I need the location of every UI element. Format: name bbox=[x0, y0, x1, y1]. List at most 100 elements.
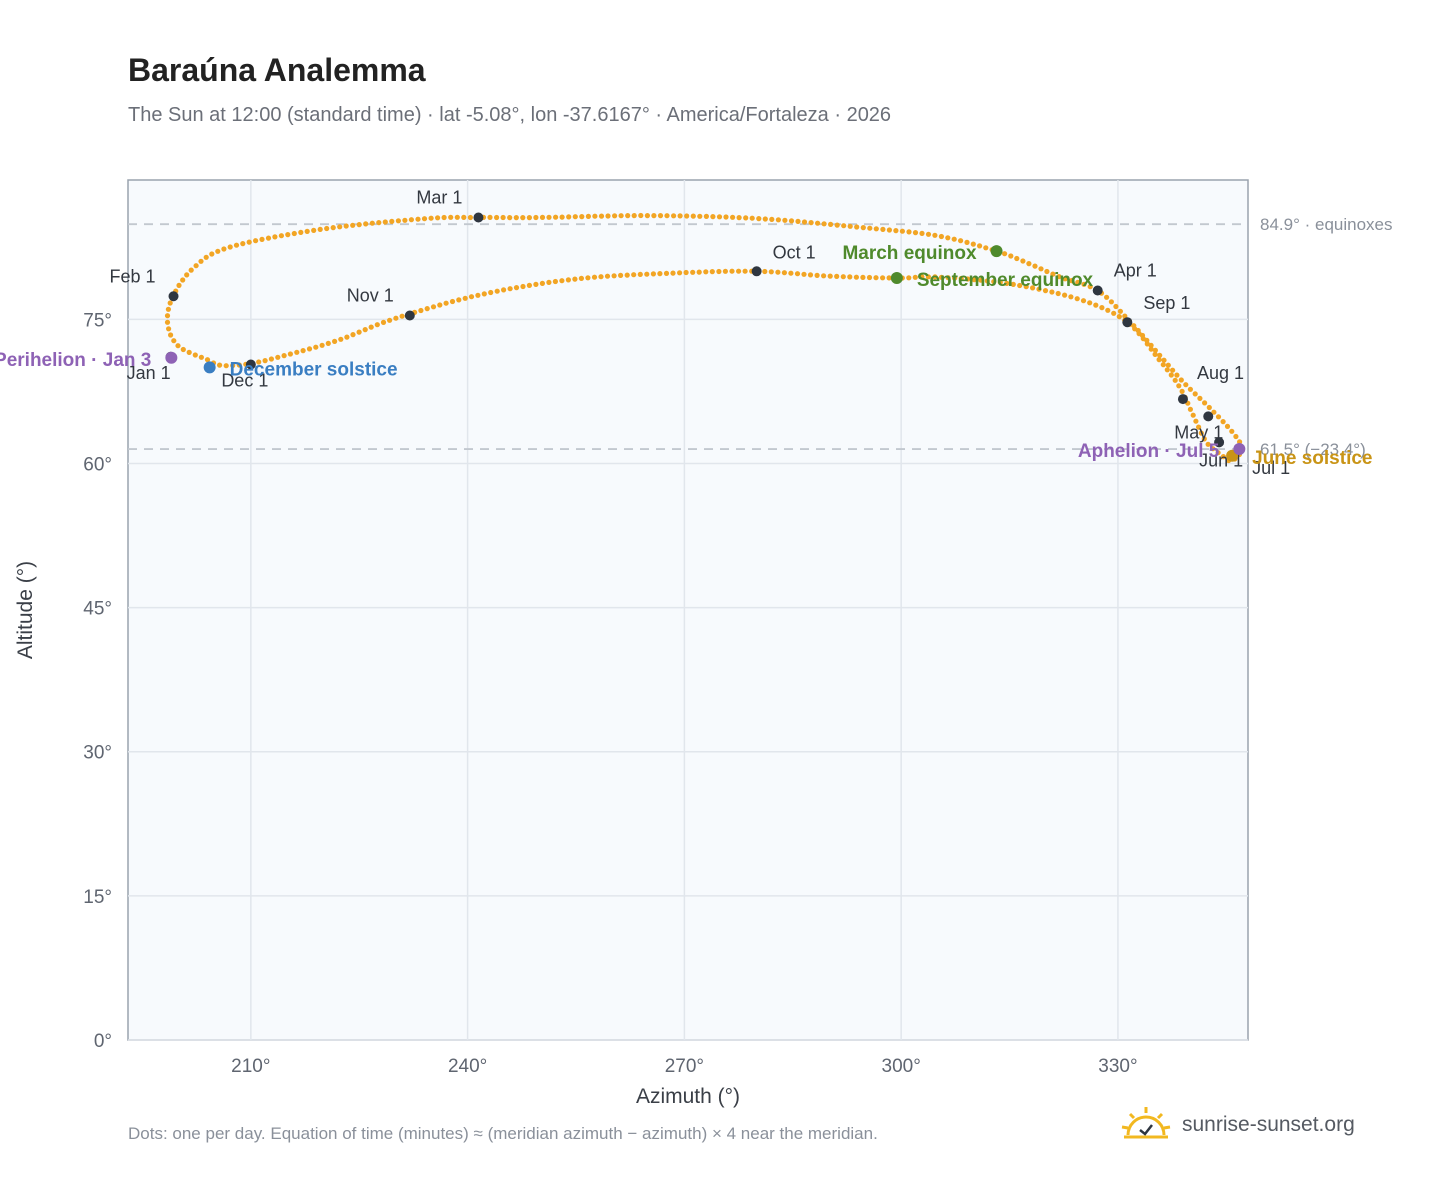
footnote: Dots: one per day. Equation of time (min… bbox=[128, 1124, 878, 1143]
daily-sun-dot bbox=[402, 217, 408, 223]
daily-sun-dot bbox=[1161, 357, 1167, 363]
daily-sun-dot bbox=[215, 248, 221, 254]
daily-sun-dot bbox=[256, 359, 262, 365]
daily-sun-dot bbox=[618, 272, 624, 278]
daily-sun-dot bbox=[501, 287, 507, 293]
daily-sun-dot bbox=[684, 213, 690, 219]
daily-sun-dot bbox=[188, 267, 194, 273]
daily-sun-dot bbox=[1068, 294, 1074, 300]
daily-sun-dot bbox=[265, 235, 272, 241]
event-label: June solstice bbox=[1252, 448, 1372, 469]
daily-sun-dot bbox=[166, 326, 172, 332]
daily-sun-dot bbox=[808, 220, 814, 226]
daily-sun-dot bbox=[246, 239, 252, 245]
daily-sun-dot bbox=[1062, 292, 1068, 298]
daily-sun-dot bbox=[1206, 404, 1212, 411]
brand-link[interactable]: sunrise-sunset.org bbox=[1120, 1100, 1355, 1150]
daily-sun-dot bbox=[203, 254, 209, 260]
daily-sun-dot bbox=[461, 214, 467, 220]
daily-sun-dot bbox=[1080, 298, 1087, 304]
daily-sun-dot bbox=[428, 215, 434, 221]
month-marker-label: Jul 1 bbox=[1252, 458, 1290, 478]
month-marker bbox=[1214, 437, 1225, 448]
daily-sun-dot bbox=[677, 213, 683, 219]
daily-sun-dot bbox=[363, 221, 369, 227]
x-axis-label: Azimuth (°) bbox=[636, 1085, 740, 1108]
daily-sun-dot bbox=[1032, 263, 1038, 269]
daily-sun-dot bbox=[997, 279, 1003, 285]
daily-sun-dot bbox=[441, 214, 447, 221]
daily-sun-dot bbox=[1165, 362, 1171, 368]
daily-sun-dot bbox=[1215, 450, 1221, 456]
daily-sun-dot bbox=[435, 215, 441, 221]
daily-sun-dot bbox=[756, 216, 762, 222]
daily-sun-dot bbox=[631, 213, 637, 219]
daily-sun-dot bbox=[1036, 286, 1042, 292]
daily-sun-dot bbox=[362, 327, 368, 333]
daily-sun-dot bbox=[513, 285, 520, 291]
daily-sun-dot bbox=[1176, 383, 1182, 389]
daily-sun-dot bbox=[1152, 351, 1158, 357]
daily-sun-dot bbox=[559, 278, 565, 284]
daily-sun-dot bbox=[618, 213, 624, 219]
daily-sun-dot bbox=[539, 280, 546, 286]
daily-sun-dot bbox=[546, 214, 552, 220]
daily-sun-dot bbox=[938, 233, 945, 240]
daily-sun-dot bbox=[180, 346, 186, 353]
daily-sun-dot bbox=[448, 214, 454, 220]
event-marker bbox=[203, 361, 216, 374]
daily-sun-dot bbox=[1190, 412, 1196, 418]
daily-sun-dot bbox=[970, 241, 976, 247]
daily-sun-dot bbox=[1113, 303, 1119, 310]
event-label: September equinox bbox=[917, 270, 1094, 291]
daily-sun-dot bbox=[983, 245, 989, 251]
daily-sun-dot bbox=[259, 236, 265, 242]
daily-sun-dot bbox=[899, 228, 906, 234]
daily-sun-dot bbox=[1049, 289, 1055, 295]
y-tick-label: 60° bbox=[83, 454, 112, 475]
daily-sun-dot bbox=[1132, 326, 1138, 332]
daily-sun-dot bbox=[637, 271, 643, 277]
daily-sun-dot bbox=[164, 319, 171, 325]
daily-sun-dot bbox=[670, 270, 676, 276]
daily-sun-dot bbox=[971, 277, 977, 283]
daily-sun-dot bbox=[834, 222, 840, 228]
reference-line-label: 84.9° · equinoxes bbox=[1260, 215, 1393, 234]
daily-sun-dot bbox=[951, 236, 957, 242]
daily-sun-dot bbox=[454, 214, 460, 220]
daily-sun-dot bbox=[821, 221, 827, 227]
daily-sun-dot bbox=[1172, 377, 1178, 383]
daily-sun-dot bbox=[330, 225, 336, 231]
daily-sun-dot bbox=[1116, 314, 1122, 320]
daily-sun-dot bbox=[1074, 296, 1080, 302]
daily-sun-dot bbox=[294, 349, 300, 355]
daily-sun-dot bbox=[912, 230, 919, 236]
daily-sun-dot bbox=[585, 275, 591, 281]
daily-sun-dot bbox=[1202, 400, 1208, 406]
daily-sun-dot bbox=[703, 269, 709, 275]
daily-sun-dot bbox=[1093, 302, 1099, 308]
daily-sun-dot bbox=[1211, 409, 1217, 415]
brand-label: sunrise-sunset.org bbox=[1182, 1113, 1355, 1136]
daily-sun-dot bbox=[736, 215, 742, 221]
daily-sun-dot bbox=[1233, 433, 1239, 440]
daily-sun-dot bbox=[795, 218, 801, 224]
daily-sun-dot bbox=[338, 336, 344, 342]
daily-sun-dot bbox=[1144, 341, 1150, 347]
daily-sun-dot bbox=[821, 273, 827, 279]
daily-sun-dot bbox=[350, 222, 356, 228]
daily-sun-dot bbox=[847, 223, 853, 229]
daily-sun-dot bbox=[467, 214, 473, 221]
daily-sun-dot bbox=[167, 300, 173, 306]
daily-sun-dot bbox=[880, 275, 886, 281]
daily-sun-dot bbox=[1062, 276, 1068, 282]
daily-sun-dot bbox=[945, 235, 951, 241]
daily-sun-dot bbox=[253, 238, 259, 244]
daily-sun-dot bbox=[762, 216, 768, 222]
daily-sun-dot bbox=[598, 213, 605, 219]
daily-sun-dot bbox=[430, 304, 437, 310]
daily-sun-dot bbox=[873, 275, 879, 281]
daily-sun-dot bbox=[1002, 251, 1008, 257]
daily-sun-dot bbox=[906, 275, 912, 281]
daily-sun-dot bbox=[418, 307, 424, 314]
